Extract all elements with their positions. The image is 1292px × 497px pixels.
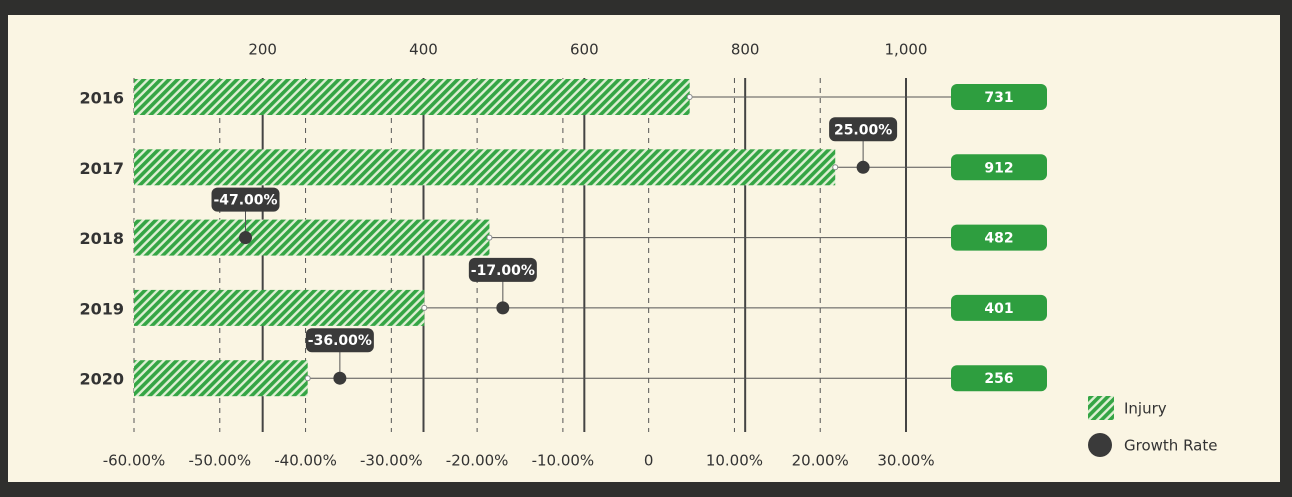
bar-end bbox=[421, 304, 428, 311]
x2-tick-label: 20.00% bbox=[792, 452, 849, 470]
x2-tick-label: 0 bbox=[644, 452, 654, 470]
legend-label: Growth Rate bbox=[1124, 437, 1217, 455]
x2-tick-label: 30.00% bbox=[877, 452, 934, 470]
legend-label: Injury bbox=[1124, 400, 1167, 418]
bar bbox=[134, 79, 690, 115]
dot-label: -47.00% bbox=[213, 193, 277, 209]
value-label: 731 bbox=[984, 90, 1013, 106]
bar bbox=[134, 149, 836, 186]
value-label: 912 bbox=[984, 160, 1013, 176]
legend-swatch bbox=[1088, 396, 1114, 420]
y-tick-label: 2018 bbox=[79, 229, 124, 248]
dot-label: -17.00% bbox=[471, 263, 535, 279]
x-tick-label: 200 bbox=[248, 41, 277, 59]
bar-end bbox=[686, 94, 693, 100]
label-box bbox=[305, 328, 374, 353]
value-label: 482 bbox=[984, 231, 1013, 247]
label-box bbox=[211, 187, 280, 212]
y-tick-label: 2016 bbox=[79, 89, 124, 108]
y-tick-label: 2017 bbox=[79, 159, 124, 178]
x2-tick-label: -50.00% bbox=[188, 452, 251, 470]
label-box bbox=[829, 117, 898, 142]
y-tick-label: 2019 bbox=[79, 299, 124, 318]
dot-label: -36.00% bbox=[308, 333, 372, 349]
x-tick-label: 600 bbox=[570, 41, 599, 59]
x-tick-label: 1,000 bbox=[885, 41, 928, 59]
value-box bbox=[951, 365, 1047, 392]
x2-tick-label: -30.00% bbox=[360, 452, 423, 470]
y-tick-label: 2020 bbox=[79, 370, 124, 389]
plot: -60.00% -50.00% -40.00% -30.00% -20.00% -10.0… bbox=[79, 41, 1047, 470]
x2-tick-label: -10.00% bbox=[532, 452, 595, 470]
x2-tick-label: -20.00% bbox=[446, 452, 509, 470]
x2-tick-label: -60.00% bbox=[103, 452, 166, 470]
bar bbox=[134, 289, 425, 326]
bar bbox=[134, 360, 308, 397]
value-box bbox=[951, 154, 1047, 181]
x-tick-label: 800 bbox=[731, 41, 760, 59]
dot bbox=[496, 301, 510, 315]
value-label: 256 bbox=[984, 371, 1013, 387]
x2-tick-label: -40.00% bbox=[274, 452, 337, 470]
dot bbox=[333, 371, 347, 385]
value-box bbox=[951, 294, 1047, 321]
value-box bbox=[951, 224, 1047, 251]
legend-swatch bbox=[1088, 433, 1112, 457]
bar-end bbox=[486, 234, 493, 241]
value-label: 401 bbox=[984, 301, 1013, 317]
dot bbox=[239, 231, 253, 245]
dot-label: 25.00% bbox=[834, 122, 892, 138]
x-tick-label: 400 bbox=[409, 41, 438, 59]
dot bbox=[856, 160, 870, 174]
bar-end bbox=[304, 375, 311, 382]
value-box bbox=[951, 84, 1047, 110]
label-box bbox=[468, 257, 537, 282]
bar-end bbox=[832, 164, 839, 171]
bar bbox=[134, 219, 490, 256]
x2-tick-label: 10.00% bbox=[706, 452, 763, 470]
